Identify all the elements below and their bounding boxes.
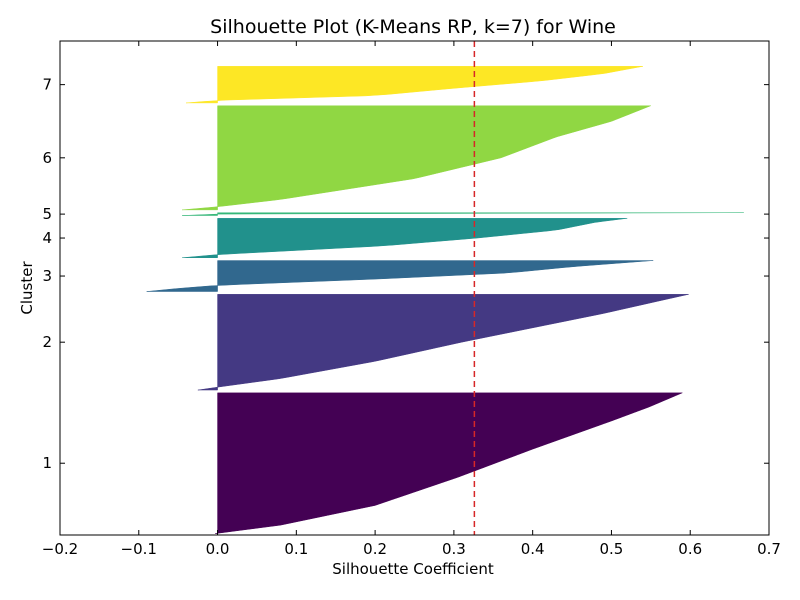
silhouette-cluster-7 — [186, 66, 644, 104]
y-tick-label-3: 3 — [42, 267, 52, 285]
x-tick-label-6: 0.4 — [521, 540, 545, 558]
plot-area — [59, 40, 770, 536]
y-tick-label-2: 2 — [42, 333, 52, 351]
y-tick-label-1: 1 — [42, 454, 52, 472]
silhouette-cluster-5 — [182, 212, 744, 216]
x-tick-label-0: −0.2 — [42, 540, 78, 558]
silhouette-cluster-4 — [182, 218, 628, 258]
chart-title: Silhouette Plot (K-Means RP, k=7) for Wi… — [210, 16, 616, 38]
silhouette-cluster-6 — [182, 105, 651, 211]
x-axis-ticks: −0.2 −0.1 0.0 0.1 0.2 0.3 0.4 0.5 0.6 0.7 — [42, 41, 781, 558]
x-tick-label-3: 0.1 — [284, 540, 308, 558]
y-tick-label-4: 4 — [42, 229, 52, 247]
plot-frame — [59, 40, 770, 536]
x-tick-label-5: 0.3 — [442, 540, 466, 558]
x-tick-label-1: −0.1 — [121, 540, 157, 558]
silhouette-cluster-1 — [215, 392, 683, 534]
y-tick-label-5: 5 — [42, 205, 52, 223]
y-tick-label-6: 6 — [42, 149, 52, 167]
silhouette-cluster-3 — [146, 260, 654, 292]
x-tick-label-9: 0.7 — [757, 540, 781, 558]
y-tick-label-7: 7 — [42, 76, 52, 94]
x-axis-label: Silhouette Coefficient — [332, 560, 494, 578]
y-axis-ticks: 1 2 3 4 5 6 7 — [42, 76, 769, 472]
y-axis-label: Cluster — [18, 261, 36, 315]
silhouette-cluster-2 — [197, 294, 689, 391]
x-tick-label-4: 0.2 — [363, 540, 387, 558]
x-tick-label-2: 0.0 — [206, 540, 230, 558]
x-tick-label-8: 0.6 — [678, 540, 702, 558]
silhouette-bars — [146, 66, 744, 534]
x-tick-label-7: 0.5 — [600, 540, 624, 558]
